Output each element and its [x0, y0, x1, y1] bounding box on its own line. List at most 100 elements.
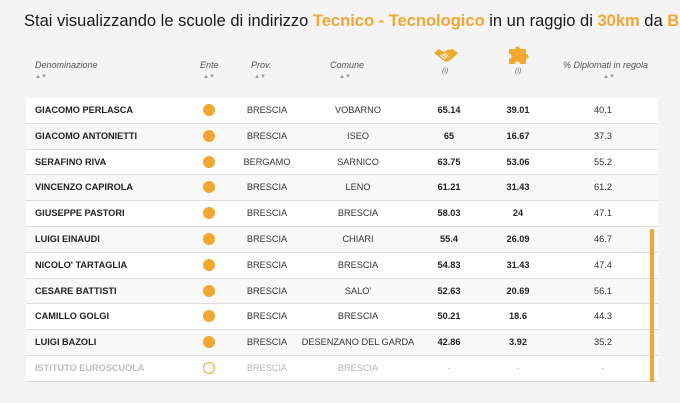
value-col2: 20.69	[506, 285, 530, 296]
table-row[interactable]: CESARE BATTISTI BRESCIA SALO' 52.63 20.69 56.…	[26, 278, 658, 305]
value-diplomati: 55.2	[594, 156, 612, 167]
value-diplomati: 46.7	[594, 233, 612, 244]
school-name[interactable]: CAMILLO GOLGI	[35, 311, 110, 322]
table-row[interactable]: ISTITUTO EUROSCUOLA BRESCIA BRESCIA - - -	[26, 355, 658, 382]
value-col1: 50.21	[437, 311, 461, 322]
table-row[interactable]: LUIGI EINAUDI BRESCIA CHIARI 55.4 26.09 46.7	[26, 226, 658, 253]
school-prov: BERGAMO	[243, 156, 291, 167]
value-col2: 53.06	[506, 156, 530, 167]
puzzle-icon[interactable]	[505, 45, 531, 67]
school-name[interactable]: ISTITUTO EUROSCUOLA	[35, 362, 145, 373]
school-prov: BRESCIA	[246, 259, 288, 270]
value-diplomati: 47.4	[594, 259, 612, 270]
ente-dot	[203, 361, 215, 374]
sort-denominazione[interactable]: ▲▼	[35, 74, 47, 80]
value-col1: 54.83	[437, 259, 461, 270]
school-prov: BRESCIA	[246, 337, 288, 348]
value-col1: 42.86	[437, 337, 461, 348]
title-citta: BRESCIA	[667, 12, 680, 30]
header-ente[interactable]: Ente	[200, 60, 219, 70]
ente-dot	[203, 336, 215, 349]
value-diplomati: 61.2	[594, 182, 612, 193]
value-col1: 55.4	[440, 233, 458, 244]
school-comune: BRESCIA	[337, 208, 379, 219]
info-col2[interactable]: (i)	[515, 68, 522, 75]
value-col2: 18.6	[509, 311, 527, 322]
table-row[interactable]: GIACOMO PERLASCA BRESCIA VOBARNO 65.14 39.01…	[26, 98, 658, 124]
table-row[interactable]: VINCENZO CAPIROLA BRESCIA LENO 61.21 31.43 61…	[26, 175, 658, 202]
ente-dot	[203, 207, 215, 220]
value-col2: -	[516, 362, 520, 373]
school-name[interactable]: GIACOMO ANTONIETTI	[35, 130, 138, 141]
table-row[interactable]: SERAFINO RIVA BERGAMO SARNICO 63.75 53.06 55.…	[26, 149, 658, 176]
value-col1: 65	[443, 130, 455, 141]
school-prov: BRESCIA	[246, 182, 288, 193]
header-comune[interactable]: Comune	[330, 60, 365, 70]
school-name[interactable]: NICOLO' TARTAGLIA	[35, 259, 128, 270]
value-diplomati: 35.2	[594, 337, 612, 348]
title-middle: in un raggio di	[484, 12, 598, 30]
value-col1: 61.21	[437, 182, 461, 193]
value-diplomati: -	[601, 362, 605, 373]
ente-dot	[203, 258, 215, 271]
school-comune: DESENZANO DEL GARDA	[301, 337, 415, 348]
school-comune: BRESCIA	[337, 311, 379, 322]
table-row[interactable]: CAMILLO GOLGI BRESCIA BRESCIA 50.21 18.6 44.3	[26, 304, 658, 331]
sort-diplomati[interactable]: ▲▼	[603, 74, 615, 80]
ente-dot	[203, 232, 215, 245]
info-col1[interactable]: (i)	[442, 68, 449, 75]
value-diplomati: 40.1	[594, 105, 612, 115]
school-prov: BRESCIA	[246, 233, 288, 244]
schools-table: GIACOMO PERLASCA BRESCIA VOBARNO 65.14 39.01…	[26, 98, 658, 382]
value-col2: 31.43	[506, 259, 530, 270]
scrollbar[interactable]	[650, 229, 654, 382]
school-prov: BRESCIA	[246, 208, 288, 219]
school-name[interactable]: LUIGI BAZOLI	[35, 337, 97, 348]
school-comune: LENO	[345, 182, 371, 193]
school-name[interactable]: GIUSEPPE PASTORI	[35, 208, 125, 219]
school-comune: CHIARI	[342, 233, 374, 244]
table-row[interactable]: LUIGI BAZOLI BRESCIA DESENZANO DEL GARDA 42…	[26, 330, 658, 356]
table-row[interactable]: GIUSEPPE PASTORI BRESCIA BRESCIA 58.03 24 47.…	[26, 201, 658, 227]
school-prov: BRESCIA	[246, 285, 288, 296]
value-diplomati: 44.3	[594, 311, 612, 322]
school-comune: SALO'	[344, 285, 372, 296]
school-name[interactable]: LUIGI EINAUDI	[35, 233, 100, 244]
sort-comune[interactable]: ▲▼	[339, 74, 351, 80]
ente-dot	[203, 181, 215, 194]
value-col2: 26.09	[506, 233, 530, 244]
value-col2: 24	[512, 208, 524, 219]
school-comune: SARNICO	[337, 156, 379, 167]
value-col2: 3.92	[509, 337, 527, 348]
ente-dot	[203, 284, 215, 297]
school-name[interactable]: CESARE BATTISTI	[35, 285, 117, 296]
title-prefix: Stai visualizzando le scuole di indirizz…	[24, 12, 313, 30]
value-diplomati: 56.1	[594, 285, 612, 296]
sort-prov[interactable]: ▲▼	[254, 74, 266, 80]
ente-dot	[203, 155, 215, 168]
school-name[interactable]: VINCENZO CAPIROLA	[35, 182, 134, 193]
header-denominazione[interactable]: Denominazione	[35, 60, 98, 70]
sort-ente[interactable]: ▲▼	[203, 74, 215, 80]
value-col1: 58.03	[437, 208, 461, 219]
ente-dot	[203, 129, 215, 142]
header-diplomati[interactable]: % Diplomati in regola	[563, 60, 649, 70]
school-prov: BRESCIA	[246, 105, 288, 115]
ente-dot	[203, 104, 215, 116]
value-col1: 65.14	[437, 105, 461, 115]
school-comune: VOBARNO	[335, 105, 381, 115]
table-row[interactable]: GIACOMO ANTONIETTI BRESCIA ISEO 65 16.67 37.3	[26, 123, 658, 150]
value-col2: 39.01	[506, 105, 530, 115]
value-col2: 31.43	[506, 182, 530, 193]
value-col1: -	[447, 362, 451, 373]
school-prov: BRESCIA	[246, 130, 288, 141]
handshake-icon[interactable]	[433, 45, 459, 67]
school-prov: BRESCIA	[246, 362, 288, 373]
value-col2: 16.67	[506, 130, 530, 141]
header-prov[interactable]: Prov.	[251, 60, 272, 70]
school-name[interactable]: SERAFINO RIVA	[35, 156, 107, 167]
school-name[interactable]: GIACOMO PERLASCA	[35, 105, 134, 115]
table-row[interactable]: NICOLO' TARTAGLIA BRESCIA BRESCIA 54.83 31.4…	[26, 252, 658, 279]
page-title: Stai visualizzando le scuole di indirizz…	[24, 12, 680, 31]
value-col1: 52.63	[437, 285, 461, 296]
